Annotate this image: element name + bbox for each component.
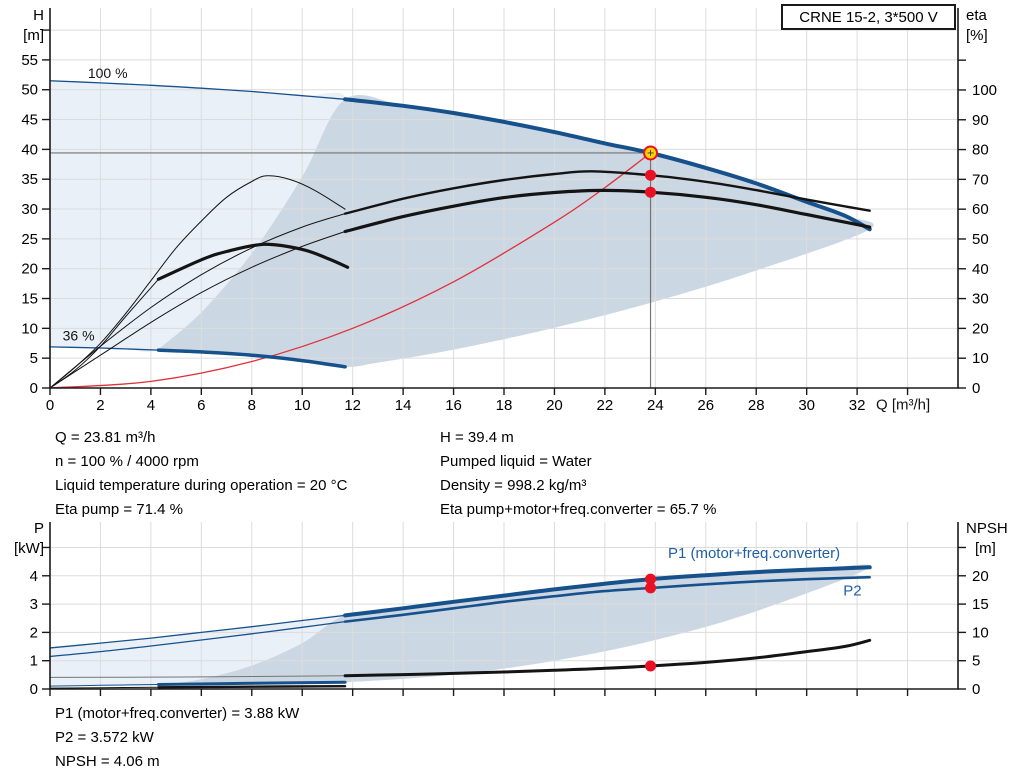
svg-text:30: 30 xyxy=(972,291,989,308)
svg-text:50: 50 xyxy=(21,82,38,99)
svg-text:55: 55 xyxy=(21,52,38,69)
stat-density: Density = 998.2 kg/m³ xyxy=(440,477,587,494)
svg-text:30: 30 xyxy=(21,201,38,218)
svg-text:2: 2 xyxy=(96,397,104,414)
svg-text:36 %: 36 % xyxy=(63,327,95,343)
svg-text:0: 0 xyxy=(46,397,54,414)
svg-text:0: 0 xyxy=(972,681,980,698)
svg-text:20: 20 xyxy=(972,320,989,337)
svg-text:35: 35 xyxy=(21,171,38,188)
svg-text:4: 4 xyxy=(147,397,155,414)
svg-text:12: 12 xyxy=(344,397,361,414)
svg-text:10: 10 xyxy=(294,397,311,414)
svg-text:15: 15 xyxy=(972,596,989,613)
svg-text:28: 28 xyxy=(748,397,765,414)
svg-text:20: 20 xyxy=(21,261,38,278)
svg-text:22: 22 xyxy=(597,397,614,414)
stat-n: n = 100 % / 4000 rpm xyxy=(55,453,199,470)
stat-liquid: Pumped liquid = Water xyxy=(440,453,592,470)
svg-text:100 %: 100 % xyxy=(88,65,128,81)
svg-text:45: 45 xyxy=(21,112,38,129)
svg-text:10: 10 xyxy=(972,350,989,367)
svg-text:18: 18 xyxy=(496,397,513,414)
svg-text:14: 14 xyxy=(395,397,412,414)
h-axis-label: H xyxy=(33,7,44,24)
stat-q: Q = 23.81 m³/h xyxy=(55,429,156,446)
p-axis-unit: [kW] xyxy=(14,540,44,557)
svg-text:Q [m³/h]: Q [m³/h] xyxy=(876,396,930,413)
eta-axis-unit: [%] xyxy=(966,27,988,44)
svg-text:80: 80 xyxy=(972,142,989,159)
svg-text:100: 100 xyxy=(972,82,997,99)
stat-eta-total: Eta pump+motor+freq.converter = 65.7 % xyxy=(440,501,717,518)
duty-stats-right: H = 39.4 m Pumped liquid = Water Density… xyxy=(440,426,716,522)
stat-eta-pump: Eta pump = 71.4 % xyxy=(55,501,183,518)
svg-text:30: 30 xyxy=(798,397,815,414)
svg-text:3: 3 xyxy=(30,596,38,613)
svg-text:4: 4 xyxy=(30,568,38,585)
power-stats: P1 (motor+freq.converter) = 3.88 kW P2 =… xyxy=(55,702,299,774)
eta-axis-label: eta xyxy=(966,7,987,24)
h-axis-unit: [m] xyxy=(23,27,44,44)
svg-text:0: 0 xyxy=(30,681,38,698)
svg-text:60: 60 xyxy=(972,201,989,218)
svg-text:8: 8 xyxy=(248,397,256,414)
npsh-axis-label: NPSH xyxy=(966,520,1008,537)
svg-text:50: 50 xyxy=(972,231,989,248)
svg-text:40: 40 xyxy=(21,141,38,158)
stat-npsh: NPSH = 4.06 m xyxy=(55,753,160,770)
stat-temp: Liquid temperature during operation = 20… xyxy=(55,477,348,494)
svg-text:0: 0 xyxy=(972,380,980,397)
svg-text:20: 20 xyxy=(546,397,563,414)
svg-text:6: 6 xyxy=(197,397,205,414)
svg-text:1: 1 xyxy=(30,653,38,670)
svg-text:P1 (motor+freq.converter): P1 (motor+freq.converter) xyxy=(668,545,840,562)
svg-text:5: 5 xyxy=(30,350,38,367)
p-axis-label: P xyxy=(33,520,44,537)
svg-text:15: 15 xyxy=(21,291,38,308)
svg-text:10: 10 xyxy=(972,624,989,641)
svg-text:32: 32 xyxy=(849,397,866,414)
svg-text:10: 10 xyxy=(21,320,38,337)
stat-p2: P2 = 3.572 kW xyxy=(55,729,154,746)
svg-text:90: 90 xyxy=(972,112,989,129)
duty-stats-left: Q = 23.81 m³/h n = 100 % / 4000 rpm Liqu… xyxy=(55,426,347,522)
svg-text:20: 20 xyxy=(972,568,989,585)
svg-text:P2: P2 xyxy=(843,583,861,600)
svg-text:24: 24 xyxy=(647,397,664,414)
svg-text:2: 2 xyxy=(30,624,38,641)
svg-text:40: 40 xyxy=(972,261,989,278)
stat-p1: P1 (motor+freq.converter) = 3.88 kW xyxy=(55,705,300,722)
svg-text:5: 5 xyxy=(972,653,980,670)
npsh-axis-unit: [m] xyxy=(975,540,996,557)
svg-text:0: 0 xyxy=(30,380,38,397)
svg-text:25: 25 xyxy=(21,231,38,248)
stat-h: H = 39.4 m xyxy=(440,429,514,446)
svg-text:70: 70 xyxy=(972,171,989,188)
svg-text:16: 16 xyxy=(445,397,462,414)
pump-model-title: CRNE 15-2, 3*500 V xyxy=(781,4,956,30)
svg-text:26: 26 xyxy=(697,397,714,414)
